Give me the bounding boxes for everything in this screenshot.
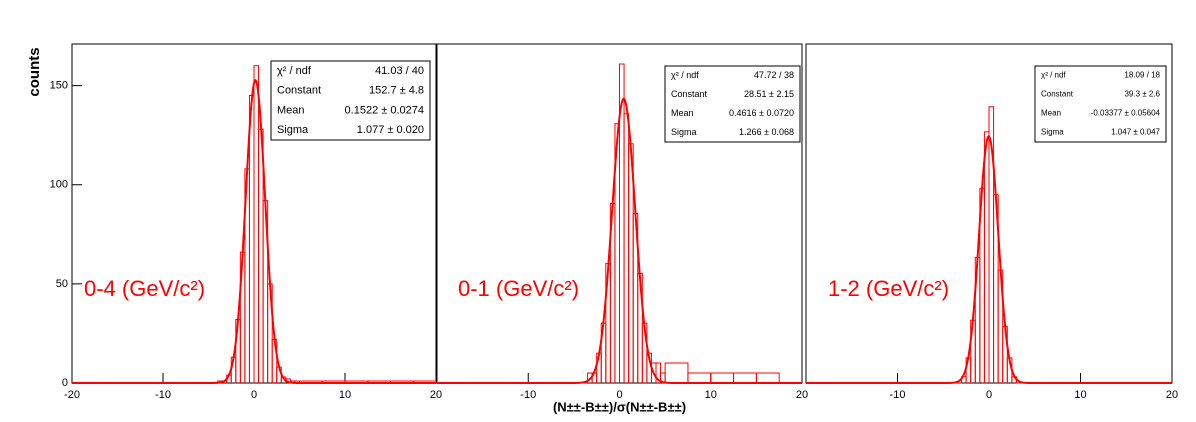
histogram-bin (664, 362, 689, 383)
stats-name: Mean (277, 104, 305, 116)
stats-box (664, 65, 801, 143)
y-axis-label: counts (26, 47, 43, 96)
stats-name: Constant (277, 85, 321, 97)
stats-name: χ² / ndf (1041, 71, 1066, 80)
histogram-bin (733, 372, 757, 383)
stats-name: Constant (1041, 90, 1074, 99)
histogram-bin (258, 128, 264, 383)
histogram-bin (710, 372, 735, 383)
fit-curve (437, 97, 802, 384)
stats-box (1034, 65, 1167, 143)
x-tick-label: 10 (705, 389, 717, 401)
stats-value: 47.72 / 38 (754, 70, 794, 80)
stats-value: 18.09 / 18 (1124, 71, 1160, 80)
x-tick-label: 20 (796, 389, 808, 401)
stats-value: 0.1522 ± 0.0274 (345, 104, 424, 116)
annotation: 0-1 (GeV/c²) (458, 276, 579, 301)
histogram-bin (253, 65, 260, 383)
fit-curve (72, 79, 436, 384)
x-tick-label: 10 (339, 389, 351, 401)
x-tick-label: -10 (155, 389, 171, 401)
stats-box (270, 60, 431, 141)
y-tick-label: 50 (56, 278, 68, 290)
y-tick-label: 0 (62, 377, 68, 389)
x-tick-label: 0 (251, 389, 257, 401)
stats-value: 39.3 ± 2.6 (1124, 90, 1160, 99)
stats-name: Sigma (1041, 128, 1064, 137)
x-axis-label: (N±±-B±±)/σ(N±±-B±±) (553, 399, 686, 414)
stats-value: 152.7 ± 4.8 (369, 85, 424, 97)
histogram-bin (687, 372, 712, 383)
y-tick-label: 100 (50, 179, 68, 191)
stats-name: Sigma (671, 127, 697, 137)
stats-value: 0.4616 ± 0.0720 (729, 108, 794, 118)
x-tick-label: 20 (1166, 389, 1178, 401)
stats-value: 1.077 ± 0.020 (357, 124, 424, 136)
histogram-bin (248, 95, 255, 383)
stats-name: Sigma (277, 124, 309, 136)
histogram-bin (623, 113, 630, 383)
stats-value: -0.03377 ± 0.05604 (1091, 109, 1161, 118)
stats-value: 1.266 ± 0.068 (739, 127, 794, 137)
stats-name: χ² / ndf (277, 65, 312, 77)
x-tick-label: 0 (986, 389, 992, 401)
x-tick-label: 10 (1074, 389, 1086, 401)
y-tick-label: 150 (50, 80, 68, 92)
histogram-bin (983, 131, 990, 383)
x-tick-label: -10 (520, 389, 536, 401)
annotation: 0-4 (GeV/c²) (84, 276, 205, 301)
stats-value: 28.51 ± 2.15 (744, 89, 794, 99)
x-tick-label: -20 (64, 389, 80, 401)
x-tick-label: 0 (616, 389, 622, 401)
fit-curve (806, 135, 1172, 384)
stats-name: Mean (671, 108, 694, 118)
stats-value: 1.047 ± 0.047 (1111, 128, 1160, 137)
x-tick-label: 20 (430, 389, 442, 401)
stats-name: Mean (1041, 109, 1061, 118)
stats-name: Constant (671, 89, 708, 99)
histogram-bin (755, 372, 780, 383)
stats-name: χ² / ndf (671, 70, 699, 80)
x-tick-label: -10 (890, 389, 906, 401)
stats-value: 41.03 / 40 (375, 65, 424, 77)
annotation: 1-2 (GeV/c²) (828, 276, 949, 301)
